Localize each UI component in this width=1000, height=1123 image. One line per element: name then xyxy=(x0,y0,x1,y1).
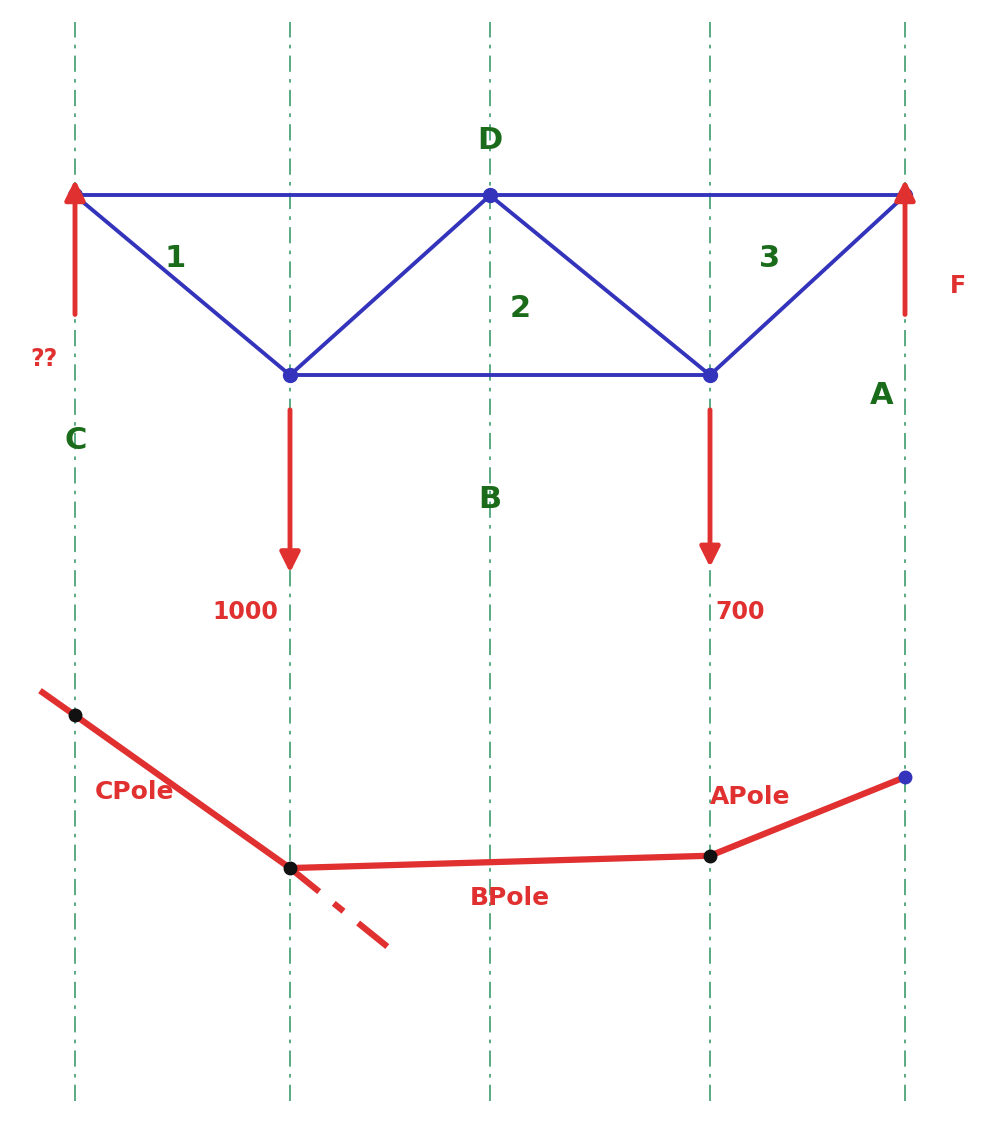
Text: F: F xyxy=(950,274,966,299)
Text: 700: 700 xyxy=(715,600,765,624)
Text: C: C xyxy=(65,426,87,455)
Text: APole: APole xyxy=(710,785,790,810)
Text: 1000: 1000 xyxy=(212,600,278,624)
Text: CPole: CPole xyxy=(95,779,175,804)
Text: A: A xyxy=(870,381,894,410)
Text: 1: 1 xyxy=(164,244,186,273)
Text: ??: ?? xyxy=(30,347,57,372)
Text: D: D xyxy=(477,126,503,155)
Text: 2: 2 xyxy=(509,294,531,323)
Text: 3: 3 xyxy=(759,244,781,273)
Text: B: B xyxy=(478,485,502,514)
Text: BPole: BPole xyxy=(470,886,550,911)
